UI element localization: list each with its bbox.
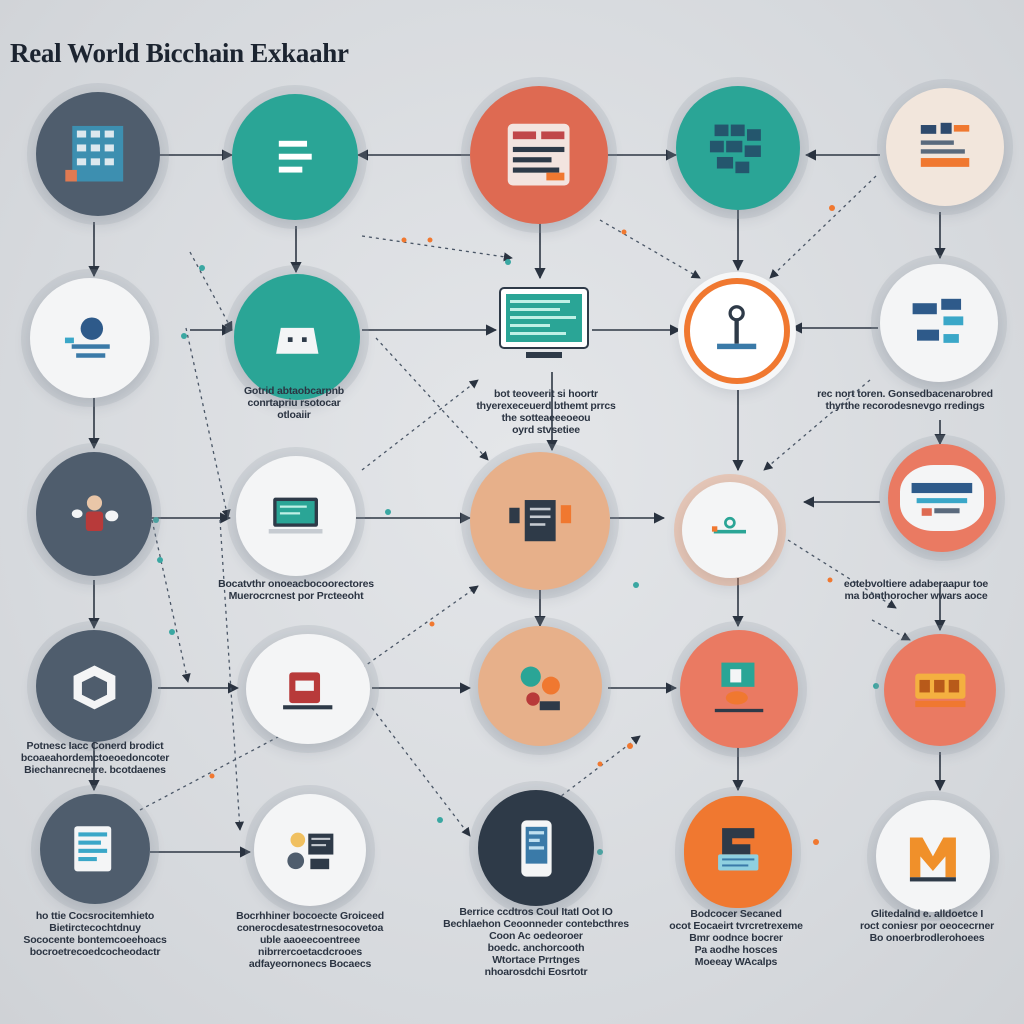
- document-icon: [501, 482, 579, 559]
- node-key: [684, 278, 790, 384]
- laptop-icon: [262, 482, 329, 549]
- gears-icon: [505, 652, 574, 719]
- node-bank-card: [684, 796, 792, 908]
- bank-card-icon: [708, 821, 768, 884]
- exchange-icon: [279, 819, 342, 882]
- caption-m-logo: Glitedalnd e. alldoetce I roct coniesr p…: [859, 908, 995, 944]
- caption-cube: Potnesc Iacc Conerd brodict bcoaeahordem…: [20, 740, 170, 776]
- key-icon: [690, 284, 784, 378]
- node-user: [36, 452, 152, 576]
- chain-link-icon: [703, 503, 757, 557]
- tablet-icon: [64, 818, 126, 880]
- chart-panels-icon: [906, 290, 972, 356]
- storefront-icon: [273, 658, 342, 720]
- dashboard-panels-icon: [500, 116, 577, 193]
- wallet-icon: [262, 302, 333, 373]
- node-tablet: [40, 794, 150, 904]
- node-cube: [36, 630, 152, 742]
- caption-tablet: ho ttie Cocsrocitemhieto Bietirctecochtd…: [23, 910, 167, 958]
- badge-icon: [899, 464, 985, 532]
- node-terminal-screen: [496, 282, 592, 366]
- user-icon: [62, 479, 127, 548]
- node-blocks-stack: [676, 86, 800, 210]
- node-data-cards: [886, 88, 1004, 206]
- cube-icon: [62, 655, 127, 718]
- node-dashboard-panels: [470, 86, 608, 224]
- node-phone: [478, 790, 594, 906]
- caption-phone: Berrice ccdtros Coul Itatl Oot IO Bechla…: [443, 906, 629, 978]
- coins-icon: [909, 659, 972, 722]
- caption-terminal: bot teoveerit si hoortr thyerexeceuerd b…: [476, 388, 616, 436]
- node-coins: [884, 634, 996, 746]
- caption-wallet: Gotrid abtaobcarpnb conrtapriu rsotocar …: [243, 385, 345, 421]
- caption-exchange: Bocrhhiner bocoecte Groiceed conerocdesa…: [236, 910, 384, 970]
- contract-icon: [706, 656, 772, 722]
- node-badge: [888, 444, 996, 552]
- node-laptop: [236, 456, 356, 576]
- node-menu-lines: [232, 94, 358, 220]
- node-puzzle: [30, 278, 150, 398]
- caption-laptop: Bocatvthr onoeacbocoorectores Muerocrcne…: [218, 578, 374, 602]
- data-cards-icon: [912, 114, 978, 180]
- caption-badge: eotebvoltiere adaberaapur toe ma bonthor…: [843, 578, 989, 602]
- page-title: Real World Bicchain Exkaahr: [10, 38, 349, 68]
- server-rack-icon: [63, 119, 132, 188]
- node-exchange: [254, 794, 366, 906]
- m-logo-icon: [901, 825, 965, 888]
- node-wallet: [234, 274, 360, 400]
- node-gears: [478, 626, 602, 746]
- node-server-rack: [36, 92, 160, 216]
- node-m-logo: [876, 800, 990, 912]
- caption-bank-card: Bodcocer Secaned ocot Eocaeirt tvrcretre…: [669, 908, 803, 968]
- phone-icon: [504, 816, 569, 881]
- node-storefront: [246, 634, 370, 744]
- caption-chart-panels: rec nort toren. Gonsedbacenarobred thyrt…: [817, 388, 993, 412]
- menu-lines-icon: [260, 122, 331, 193]
- node-document: [470, 452, 610, 590]
- monitor-icon: [499, 287, 589, 358]
- puzzle-icon: [56, 304, 123, 371]
- blocks-stack-icon: [703, 113, 772, 182]
- node-chart-panels: [880, 264, 998, 382]
- node-chain-link: [682, 482, 778, 578]
- node-contract: [680, 630, 798, 748]
